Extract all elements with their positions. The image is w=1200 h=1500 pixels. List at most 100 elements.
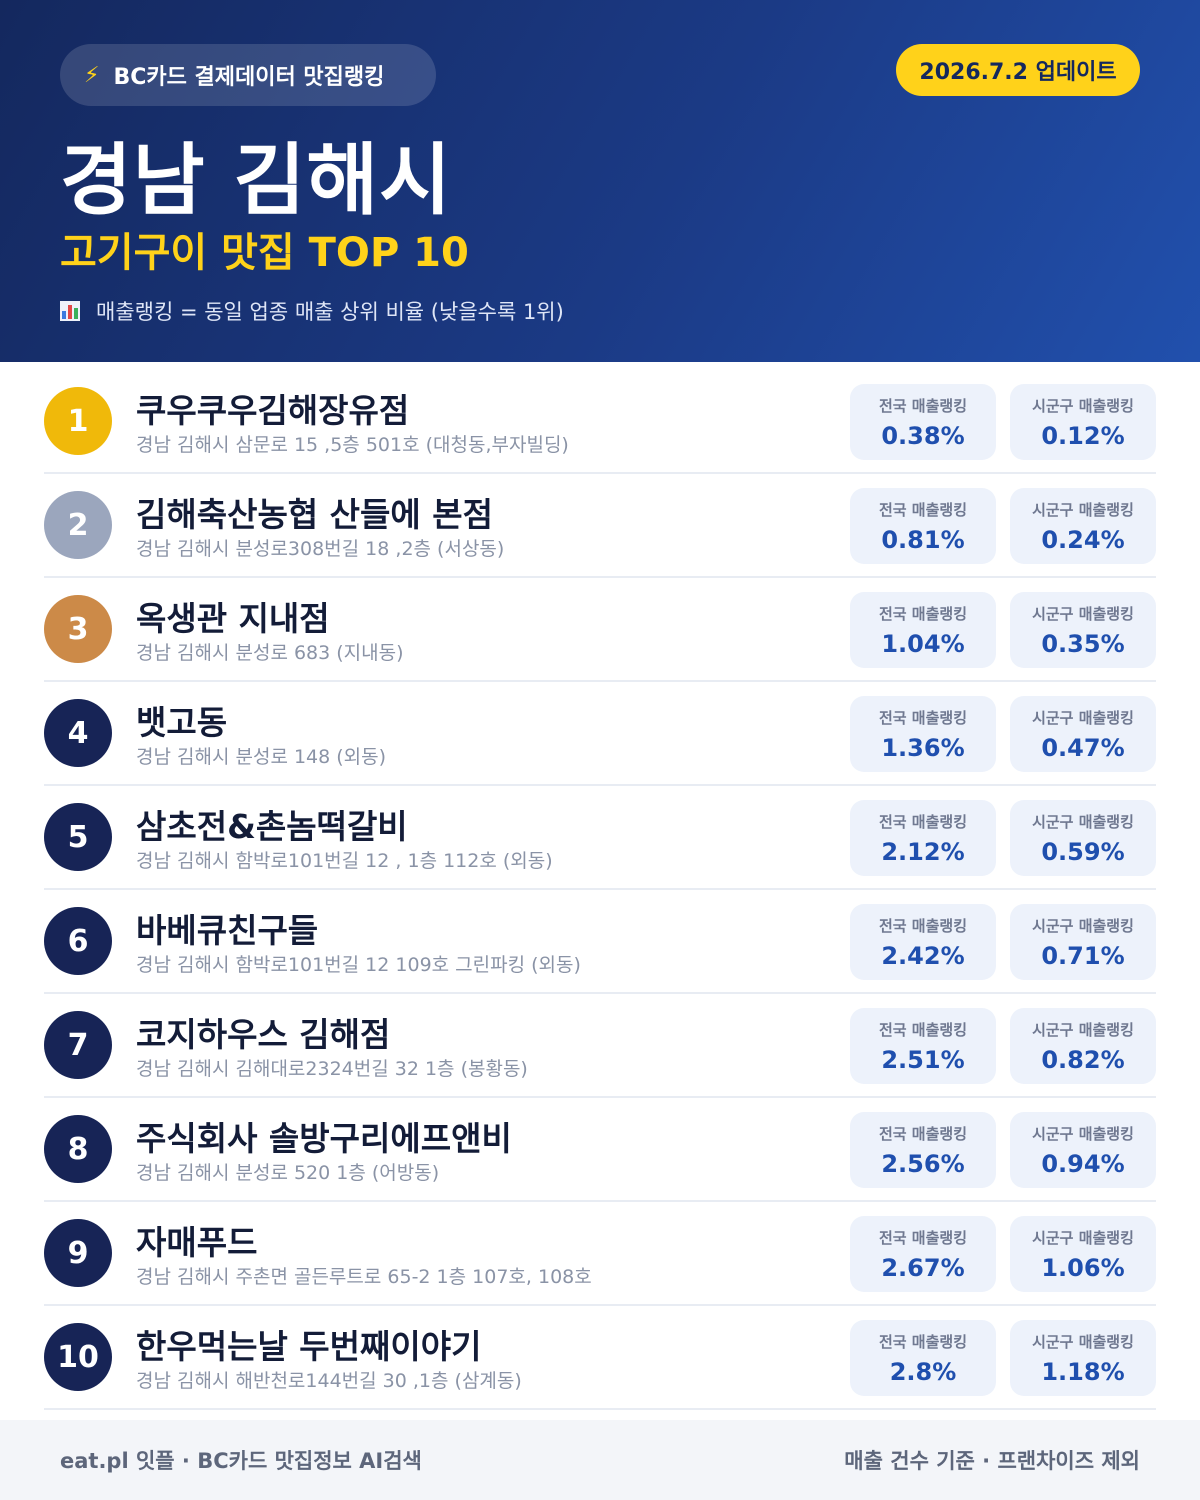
national-ranking-label: 전국 매출랭킹 [878, 916, 968, 935]
restaurant-name: 김해축산농협 산들에 본점 [136, 495, 493, 534]
local-ranking-label: 시군구 매출랭킹 [1032, 916, 1134, 935]
restaurant-name: 뱃고동 [136, 703, 228, 742]
footer-source: eat.pl 잇플 · BC카드 맛집정보 AI검색 [60, 1449, 422, 1473]
restaurant-name: 자매푸드 [136, 1223, 258, 1262]
local-ranking-value: 0.82% [1041, 1045, 1125, 1074]
national-ranking-label: 전국 매출랭킹 [878, 1332, 968, 1351]
local-ranking-value: 0.47% [1041, 733, 1125, 762]
national-ranking-value: 2.12% [881, 837, 965, 866]
national-ranking-label: 전국 매출랭킹 [878, 604, 968, 623]
national-ranking-value: 2.67% [881, 1253, 965, 1282]
footer-criteria: 매출 건수 기준 · 프랜차이즈 제외 [844, 1449, 1140, 1473]
local-ranking-card: 시군구 매출랭킹 0.47% [1010, 696, 1156, 772]
local-ranking-card: 시군구 매출랭킹 1.18% [1010, 1320, 1156, 1396]
national-ranking-label: 전국 매출랭킹 [878, 812, 968, 831]
rank-badge: 9 [44, 1219, 112, 1287]
national-ranking-card: 전국 매출랭킹 1.36% [850, 696, 996, 772]
rank-badge: 3 [44, 595, 112, 663]
rank-badge: 6 [44, 907, 112, 975]
national-ranking-value: 2.56% [881, 1149, 965, 1178]
ranking-note: 매출랭킹 = 동일 업종 매출 상위 비율 (낮을수록 1위) [60, 296, 564, 326]
restaurant-address: 경남 김해시 삼문로 15 ,5층 501호 (대청동,부자빌딩) [136, 434, 569, 456]
local-ranking-value: 0.59% [1041, 837, 1125, 866]
national-ranking-value: 2.8% [889, 1357, 957, 1386]
page-subtitle: 고기구이 맛집 TOP 10 [60, 230, 469, 276]
local-ranking-card: 시군구 매출랭킹 0.94% [1010, 1112, 1156, 1188]
restaurant-name: 쿠우쿠우김해장유점 [136, 391, 410, 430]
national-ranking-value: 0.81% [881, 525, 965, 554]
local-ranking-card: 시군구 매출랭킹 0.71% [1010, 904, 1156, 980]
national-ranking-card: 전국 매출랭킹 0.38% [850, 384, 996, 460]
national-ranking-card: 전국 매출랭킹 2.67% [850, 1216, 996, 1292]
national-ranking-label: 전국 매출랭킹 [878, 1124, 968, 1143]
national-ranking-card: 전국 매출랭킹 1.04% [850, 592, 996, 668]
local-ranking-label: 시군구 매출랭킹 [1032, 812, 1134, 831]
national-ranking-card: 전국 매출랭킹 2.56% [850, 1112, 996, 1188]
national-ranking-label: 전국 매출랭킹 [878, 500, 968, 519]
local-ranking-label: 시군구 매출랭킹 [1032, 1228, 1134, 1247]
update-date-badge: 2026.7.2 업데이트 [896, 44, 1140, 96]
national-ranking-value: 0.38% [881, 421, 965, 450]
national-ranking-card: 전국 매출랭킹 2.42% [850, 904, 996, 980]
national-ranking-value: 2.42% [881, 941, 965, 970]
restaurant-name: 바베큐친구들 [136, 911, 319, 950]
header-banner: ⚡ BC카드 결제데이터 맛집랭킹 2026.7.2 업데이트 경남 김해시 고… [0, 0, 1200, 362]
rank-badge: 5 [44, 803, 112, 871]
local-ranking-label: 시군구 매출랭킹 [1032, 396, 1134, 415]
local-ranking-value: 0.71% [1041, 941, 1125, 970]
restaurant-name: 주식회사 솔방구리에프앤비 [136, 1119, 512, 1158]
local-ranking-card: 시군구 매출랭킹 0.12% [1010, 384, 1156, 460]
restaurant-address: 경남 김해시 함박로101번길 12 109호 그린파킹 (외동) [136, 954, 581, 976]
list-item[interactable]: 3 옥생관 지내점 경남 김해시 분성로 683 (지내동) 전국 매출랭킹 1.04%… [44, 578, 1156, 682]
local-ranking-card: 시군구 매출랭킹 0.35% [1010, 592, 1156, 668]
list-item[interactable]: 4 뱃고동 경남 김해시 분성로 148 (외동) 전국 매출랭킹 1.36% 시군구 매… [44, 682, 1156, 786]
national-ranking-value: 1.04% [881, 629, 965, 658]
list-item[interactable]: 5 삼초전&촌놈떡갈비 경남 김해시 함박로101번길 12 , 1층 112호 (… [44, 786, 1156, 890]
national-ranking-value: 2.51% [881, 1045, 965, 1074]
restaurant-name: 삼초전&촌놈떡갈비 [136, 807, 408, 846]
restaurant-address: 경남 김해시 해반천로144번길 30 ,1층 (삼계동) [136, 1370, 522, 1392]
list-item[interactable]: 7 코지하우스 김해점 경남 김해시 김해대로2324번길 32 1층 (봉황동) 전… [44, 994, 1156, 1098]
rank-badge: 1 [44, 387, 112, 455]
footer: eat.pl 잇플 · BC카드 맛집정보 AI검색 매출 건수 기준 · 프랜… [0, 1420, 1200, 1500]
local-ranking-value: 1.06% [1041, 1253, 1125, 1282]
local-ranking-value: 0.24% [1041, 525, 1125, 554]
bar-chart-icon [60, 301, 80, 321]
local-ranking-card: 시군구 매출랭킹 0.59% [1010, 800, 1156, 876]
ranking-note-text: 매출랭킹 = 동일 업종 매출 상위 비율 (낮을수록 1위) [96, 300, 564, 324]
local-ranking-label: 시군구 매출랭킹 [1032, 500, 1134, 519]
rank-badge: 2 [44, 491, 112, 559]
national-ranking-card: 전국 매출랭킹 2.12% [850, 800, 996, 876]
local-ranking-card: 시군구 매출랭킹 0.82% [1010, 1008, 1156, 1084]
local-ranking-label: 시군구 매출랭킹 [1032, 708, 1134, 727]
local-ranking-label: 시군구 매출랭킹 [1032, 1020, 1134, 1039]
local-ranking-value: 0.12% [1041, 421, 1125, 450]
restaurant-address: 경남 김해시 주촌면 골든루트로 65-2 1층 107호, 108호 [136, 1266, 592, 1288]
rank-badge: 8 [44, 1115, 112, 1183]
local-ranking-card: 시군구 매출랭킹 1.06% [1010, 1216, 1156, 1292]
national-ranking-card: 전국 매출랭킹 0.81% [850, 488, 996, 564]
page-title: 경남 김해시 [60, 136, 452, 226]
national-ranking-card: 전국 매출랭킹 2.8% [850, 1320, 996, 1396]
national-ranking-label: 전국 매출랭킹 [878, 396, 968, 415]
list-item[interactable]: 10 한우먹는날 두번째이야기 경남 김해시 해반천로144번길 30 ,1층 (삼… [44, 1306, 1156, 1410]
restaurant-address: 경남 김해시 분성로308번길 18 ,2층 (서상동) [136, 538, 505, 560]
restaurant-address: 경남 김해시 분성로 520 1층 (어방동) [136, 1162, 440, 1184]
national-ranking-label: 전국 매출랭킹 [878, 1020, 968, 1039]
local-ranking-label: 시군구 매출랭킹 [1032, 1332, 1134, 1351]
local-ranking-label: 시군구 매출랭킹 [1032, 604, 1134, 623]
rank-badge: 4 [44, 699, 112, 767]
national-ranking-label: 전국 매출랭킹 [878, 1228, 968, 1247]
restaurant-address: 경남 김해시 김해대로2324번길 32 1층 (봉황동) [136, 1058, 528, 1080]
rank-badge: 7 [44, 1011, 112, 1079]
category-tag: ⚡ BC카드 결제데이터 맛집랭킹 [60, 44, 436, 106]
local-ranking-value: 1.18% [1041, 1357, 1125, 1386]
restaurant-name: 옥생관 지내점 [136, 599, 330, 638]
category-tag-label: BC카드 결제데이터 맛집랭킹 [113, 65, 385, 90]
